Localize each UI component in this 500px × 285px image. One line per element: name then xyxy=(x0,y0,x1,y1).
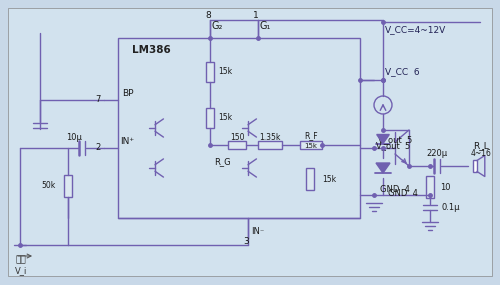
Text: 50k: 50k xyxy=(42,182,56,190)
Bar xyxy=(300,141,322,149)
Text: V_i: V_i xyxy=(15,266,28,276)
Text: V_out  5: V_out 5 xyxy=(378,135,412,144)
Bar xyxy=(473,160,477,172)
Text: 220µ: 220µ xyxy=(426,150,448,158)
Text: 4~16: 4~16 xyxy=(470,150,492,158)
Bar xyxy=(206,62,214,82)
Text: GND  4: GND 4 xyxy=(388,188,418,198)
Text: LM386: LM386 xyxy=(132,45,171,55)
Text: 150: 150 xyxy=(230,133,244,141)
Text: R_F: R_F xyxy=(304,131,318,141)
Text: 7: 7 xyxy=(96,95,101,105)
Bar xyxy=(258,141,282,149)
Bar xyxy=(306,168,314,190)
Text: 8: 8 xyxy=(205,11,211,21)
Text: 1: 1 xyxy=(253,11,259,21)
Bar xyxy=(228,141,246,149)
Text: 0.1µ: 0.1µ xyxy=(442,203,460,211)
Text: 10: 10 xyxy=(440,182,450,192)
Text: 3: 3 xyxy=(243,237,249,247)
Polygon shape xyxy=(376,135,390,144)
Text: V_out  5: V_out 5 xyxy=(376,141,410,150)
Bar xyxy=(118,38,360,218)
Text: BP: BP xyxy=(122,89,134,99)
Text: V_CC  6: V_CC 6 xyxy=(385,68,420,76)
Polygon shape xyxy=(376,163,390,173)
Text: IN⁻: IN⁻ xyxy=(251,227,264,235)
Bar xyxy=(206,108,214,128)
Text: 15k: 15k xyxy=(322,174,336,184)
Text: 15k: 15k xyxy=(304,143,318,149)
Text: R_G: R_G xyxy=(214,158,230,166)
Bar xyxy=(426,176,434,198)
Text: 15k: 15k xyxy=(218,113,232,123)
Bar xyxy=(64,175,72,197)
Text: 1.35k: 1.35k xyxy=(260,133,280,141)
Text: 2: 2 xyxy=(96,144,101,152)
Text: G₂: G₂ xyxy=(212,21,224,31)
Text: 15k: 15k xyxy=(218,68,232,76)
Text: 10µ: 10µ xyxy=(66,133,82,142)
Text: 输入: 输入 xyxy=(15,255,26,264)
Text: IN⁺: IN⁺ xyxy=(120,137,134,146)
Text: R_L: R_L xyxy=(473,141,489,150)
Text: V_CC=4~12V: V_CC=4~12V xyxy=(385,25,446,34)
Text: G₁: G₁ xyxy=(260,21,272,31)
Text: GND  4: GND 4 xyxy=(380,184,410,194)
